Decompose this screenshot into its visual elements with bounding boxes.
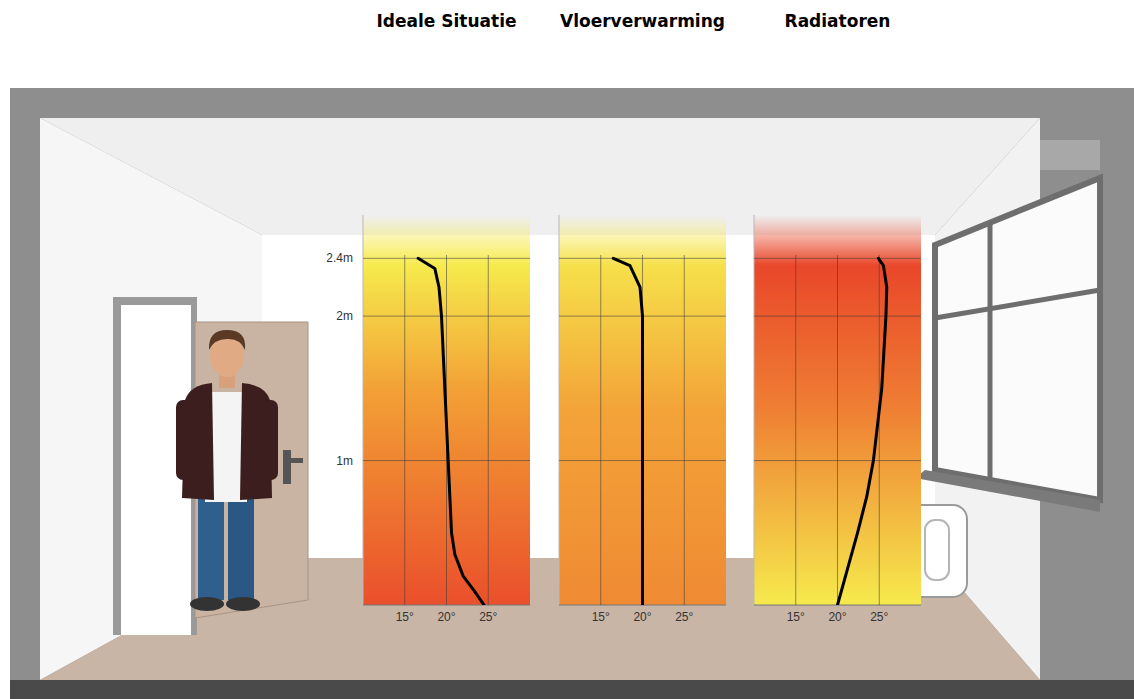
x-tick-label: 25° [675, 610, 693, 624]
leg-right [228, 490, 254, 600]
x-tick-label: 20° [437, 610, 455, 624]
arm-right [262, 400, 278, 480]
scene: 15° 20° 25° 1m 2m 2.4m Ideale Situatie 15° 20° 25… [0, 0, 1134, 699]
leg-left [198, 490, 224, 600]
panel-title: Vloerverwarming [560, 11, 725, 31]
temperature-curve [838, 258, 887, 605]
panel: 15° 20° 25° 1m 2m 2.4m [326, 215, 530, 624]
x-tick-label: 25° [870, 610, 888, 624]
x-grid-line [488, 255, 489, 605]
plot-area [838, 258, 887, 605]
temperature-curve [418, 258, 484, 605]
temperature-curve [613, 258, 642, 605]
y-grid-line [754, 258, 921, 259]
x-grid-line [404, 255, 405, 605]
y-grid-line [754, 316, 921, 317]
y-grid-line [363, 258, 530, 259]
y-tick-label: 2m [336, 309, 353, 323]
x-grid-line [837, 255, 838, 605]
y-axis-line [559, 215, 560, 605]
shoe-right [226, 597, 260, 611]
y-tick-label: 1m [336, 454, 353, 468]
x-tick-label: 20° [633, 610, 651, 624]
y-axis-line [754, 215, 755, 605]
x-tick-label: 20° [828, 610, 846, 624]
panel-title: Ideale Situatie [376, 11, 516, 31]
frame-bottom [10, 680, 1134, 699]
plot-area [418, 258, 484, 605]
y-grid-line [363, 460, 530, 461]
window-mullion [988, 223, 993, 480]
panel: 15° 20° 25° [754, 215, 921, 624]
x-grid-line [879, 255, 880, 605]
x-tick-label: 15° [787, 610, 805, 624]
y-grid-line [559, 258, 726, 259]
x-grid-line [684, 255, 685, 605]
panel-title: Radiatoren [785, 11, 891, 31]
x-tick-label: 25° [479, 610, 497, 624]
panel-band [363, 215, 530, 605]
frame [10, 88, 1134, 699]
left-wall [40, 118, 262, 680]
door-handle-bar [283, 458, 303, 463]
y-tick-label: 2.4m [326, 251, 353, 265]
x-tick-label: 15° [592, 610, 610, 624]
radiator-panel [925, 520, 949, 580]
y-grid-line [754, 460, 921, 461]
soffit [1040, 140, 1100, 170]
y-grid-line [363, 316, 530, 317]
hair [209, 330, 245, 350]
shoe-left [190, 597, 224, 611]
y-axis-line [363, 215, 364, 605]
x-tick-label: 15° [396, 610, 414, 624]
room [10, 88, 1134, 699]
x-grid-line [600, 255, 601, 605]
panel: 15° 20° 25° [559, 215, 726, 624]
door-handle [283, 450, 291, 484]
panel-title-line: Vloerverwarming [560, 11, 725, 31]
x-grid-line [795, 255, 796, 605]
plot-area [613, 258, 642, 605]
door-opening [121, 305, 191, 635]
person [176, 330, 278, 611]
window-transom [935, 290, 1100, 318]
panel-band [754, 215, 921, 605]
window [935, 178, 1100, 500]
panel-band [559, 215, 726, 605]
arm-left [176, 400, 192, 480]
door-frame [113, 297, 197, 635]
